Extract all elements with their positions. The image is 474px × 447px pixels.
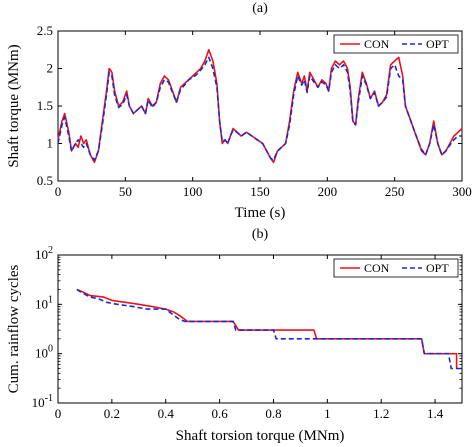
x-tick-label: 0.6 <box>211 406 228 421</box>
legend-box <box>333 34 459 54</box>
x-tick-label: 0.8 <box>265 406 281 421</box>
y-tick-label: 100 <box>35 344 53 361</box>
series-a <box>57 49 463 164</box>
x-ticks-b: 0 0.2 0.4 0.6 0.8 1 1.2 1.4 <box>55 255 444 421</box>
panel-a: (a) 0 50 100 150 200 250 300 0.5 1 1.5 2 2.5 Time … <box>6 1 472 221</box>
panel-a-label: (a) <box>252 1 268 16</box>
x-tick-label: 250 <box>385 184 405 199</box>
y-ticks-b: 10-1 100 101 102 <box>32 245 462 410</box>
x-tick-label: 50 <box>119 184 132 199</box>
legend-box <box>333 258 459 278</box>
legend-label-con: CON <box>364 37 390 51</box>
x-axis-label-a: Time (s) <box>235 205 286 221</box>
x-tick-label: 200 <box>318 184 338 199</box>
x-tick-label: 100 <box>183 184 203 199</box>
x-tick-label: 1 <box>324 406 331 421</box>
y-tick-label: 2 <box>47 61 54 76</box>
series-line-con <box>76 288 458 369</box>
legend-a: CON OPT <box>333 34 459 54</box>
series-b <box>76 288 462 370</box>
y-tick-label: 10-1 <box>32 393 53 410</box>
panel-b: (b) 0 0.2 0.4 0.6 0.8 1 1.2 1.4 10-1 100 101 102 S… <box>6 227 463 444</box>
series-line-opt <box>57 56 462 161</box>
x-tick-label: 1.2 <box>373 406 389 421</box>
x-tick-label: 0.4 <box>158 406 175 421</box>
x-tick-label: 0 <box>55 184 62 199</box>
y-tick-label: 1.5 <box>37 98 53 113</box>
x-tick-label: 1.4 <box>427 406 444 421</box>
x-tick-label: 0.2 <box>104 406 120 421</box>
y-axis-label-b: Cum. rainflow cycles <box>6 264 22 393</box>
panel-b-label: (b) <box>252 227 269 242</box>
plot-area-b <box>57 254 463 404</box>
legend-label-opt: OPT <box>426 37 449 51</box>
legend-label-con: CON <box>364 261 390 275</box>
y-ticks-a: 0.5 1 1.5 2 2.5 <box>37 23 462 188</box>
y-tick-label: 101 <box>35 294 53 311</box>
y-tick-label: 0.5 <box>37 173 53 188</box>
series-line-opt <box>76 288 462 370</box>
x-axis-label-b: Shaft torsion torque (MNm) <box>176 428 345 444</box>
x-tick-label: 300 <box>452 184 472 199</box>
x-tick-label: 0 <box>55 406 62 421</box>
y-tick-label: 2.5 <box>37 23 53 38</box>
x-tick-label: 150 <box>250 184 270 199</box>
legend-label-opt: OPT <box>426 261 449 275</box>
y-tick-label: 102 <box>35 245 53 262</box>
legend-b: CON OPT <box>333 258 459 278</box>
y-axis-label-a: Shaft torque (MNm) <box>6 44 22 167</box>
plot-area-a <box>57 30 463 182</box>
x-ticks-a: 0 50 100 150 200 250 300 <box>55 31 472 199</box>
y-tick-label: 1 <box>47 136 54 151</box>
